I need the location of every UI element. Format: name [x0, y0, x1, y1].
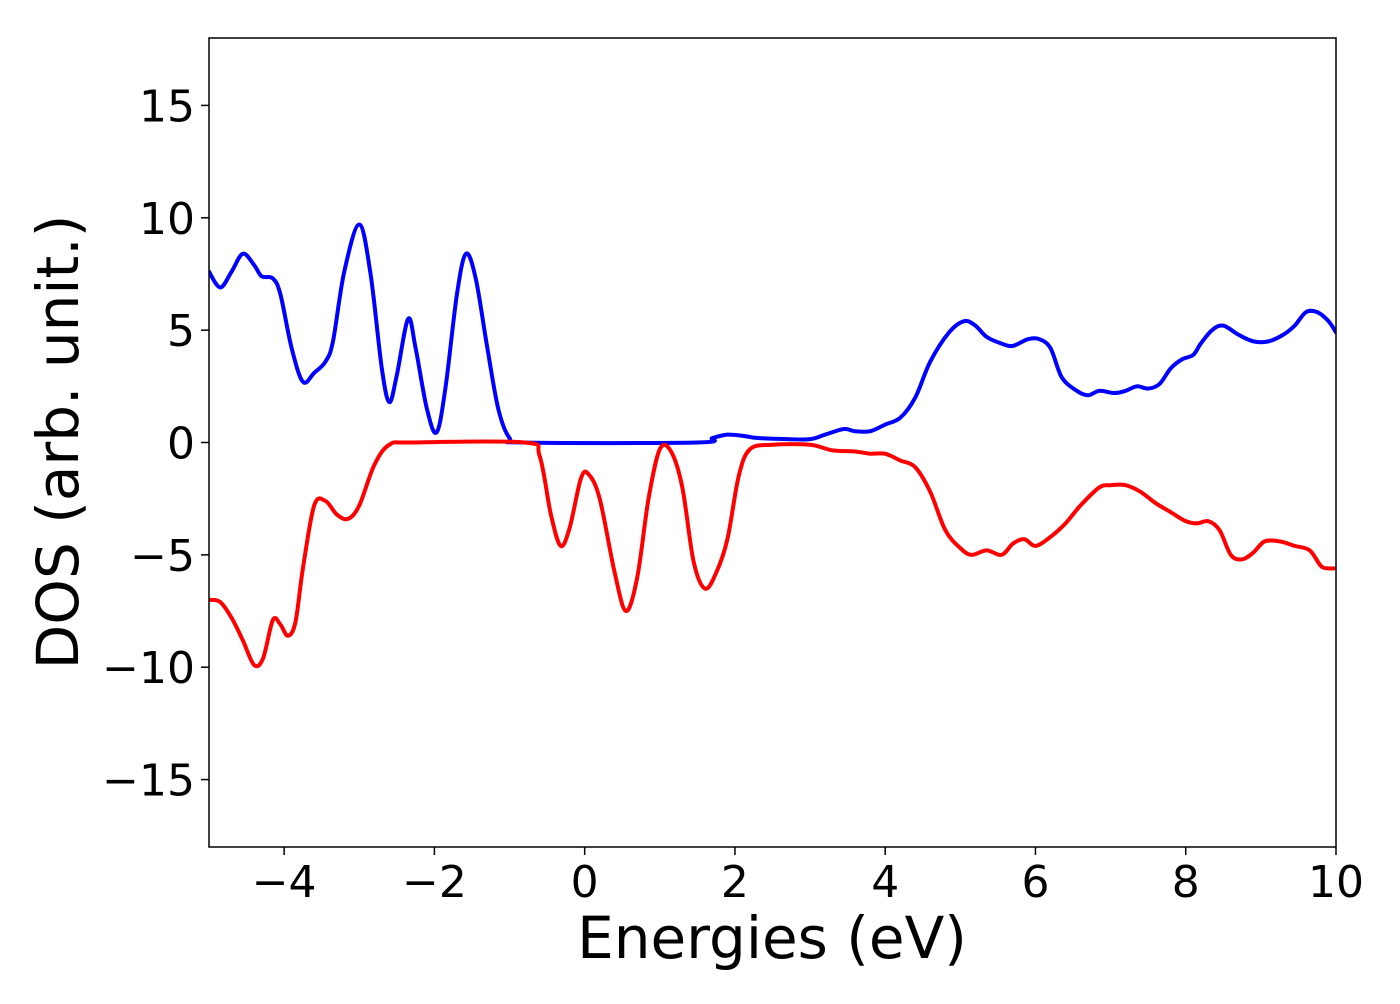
dos-series-red-line: [209, 439, 1336, 669]
x-axis-label: Energies (eV): [577, 904, 967, 972]
y-tick-label: 0: [167, 419, 195, 470]
y-tick-label: −15: [102, 756, 195, 807]
y-tick-label: 5: [167, 306, 195, 357]
x-tick-label: 4: [871, 857, 899, 908]
x-tick-label: −4: [252, 857, 317, 908]
plot-frame: [208, 37, 1337, 848]
y-tick-label: −5: [130, 531, 195, 582]
y-tick-label: 10: [139, 194, 195, 245]
tick-layer: −4 −2 0 2 4 6 8 10 15 10 5 0 −5 −10 −15: [102, 81, 1364, 908]
y-tick-label: −10: [102, 643, 195, 694]
x-tick-label: 6: [1021, 857, 1049, 908]
x-tick-label: 10: [1308, 857, 1364, 908]
x-tick-label: −2: [402, 857, 467, 908]
series-layer: [209, 222, 1336, 669]
y-tick-label: 15: [139, 81, 195, 132]
x-tick-label: 2: [721, 857, 749, 908]
x-tick-label: 0: [571, 857, 599, 908]
y-axis-label: DOS (arb. unit.): [24, 215, 92, 670]
x-tick-label: 8: [1172, 857, 1200, 908]
dos-series-blue-line: [209, 222, 1336, 446]
